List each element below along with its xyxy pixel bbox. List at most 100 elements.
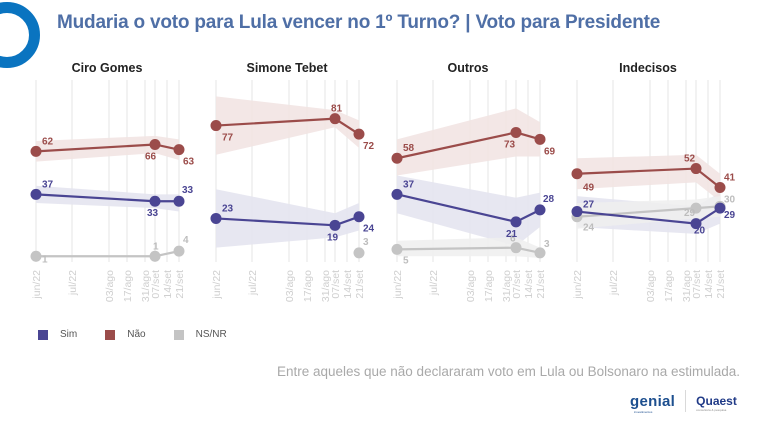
legend-item-nao: Não — [105, 329, 146, 340]
page-title: Mudaria o voto para Lula vencer no 1º Tu… — [57, 12, 661, 33]
x-tick-label: 31/ago — [501, 270, 513, 302]
data-point-nsnr — [30, 250, 42, 262]
data-label-nao: 41 — [724, 172, 736, 183]
legend-item-nsnr: NS/NR — [173, 329, 227, 340]
data-label-nsnr: 1 — [42, 254, 48, 265]
x-tick-label: 03/ago — [284, 270, 296, 302]
data-label-sim: 28 — [543, 194, 555, 205]
data-label-nao: 58 — [403, 143, 415, 154]
quaest-logo-text: Quaest — [696, 394, 737, 408]
data-point-nao — [329, 113, 341, 125]
data-label-sim: 27 — [583, 200, 595, 211]
data-label-nao: 73 — [504, 139, 516, 150]
x-tick-label: 21/set — [535, 270, 547, 299]
x-tick-label: jul/22 — [67, 270, 79, 296]
data-point-sim — [353, 211, 365, 223]
x-tick-label: 07/set — [691, 270, 703, 299]
confidence-band-sim — [216, 189, 359, 248]
data-label-nao: 77 — [222, 133, 234, 144]
x-tick-label: jul/22 — [608, 270, 620, 296]
data-point-sim — [571, 206, 583, 218]
data-point-nao — [391, 152, 403, 164]
data-point-nao — [210, 120, 222, 132]
data-point-sim — [30, 188, 42, 200]
data-label-sim: 19 — [327, 232, 339, 243]
data-point-sim — [690, 218, 702, 230]
data-label-sim: 23 — [222, 203, 234, 214]
x-tick-label: 14/set — [703, 270, 715, 299]
x-tick-label: 17/ago — [483, 270, 495, 302]
data-point-sim — [149, 195, 161, 207]
panel-title: Indecisos — [619, 61, 677, 75]
x-tick-label: jun/22 — [211, 270, 223, 300]
data-label-nsnr: 29 — [684, 208, 696, 219]
footnote: Entre aqueles que não declararam voto em… — [276, 364, 740, 379]
data-point-nsnr — [173, 245, 185, 257]
panel-title: Outros — [448, 61, 489, 75]
data-point-nsnr — [149, 250, 161, 262]
x-tick-label: 03/ago — [465, 270, 477, 302]
x-tick-label: jul/22 — [247, 270, 259, 296]
x-tick-label: 14/set — [523, 270, 535, 299]
data-point-sim — [329, 219, 341, 231]
data-label-nao: 72 — [363, 141, 375, 152]
data-point-nsnr — [391, 243, 403, 255]
legend-label-nsnr: NS/NR — [195, 329, 227, 340]
x-tick-label: 03/ago — [104, 270, 116, 302]
data-label-nsnr: 6 — [510, 234, 516, 245]
data-label-nao: 63 — [183, 157, 195, 168]
data-label-nsnr: 4 — [183, 235, 189, 246]
x-tick-label: 21/set — [715, 270, 727, 299]
genial-logo: genial investimentos — [630, 393, 675, 414]
data-label-nao: 81 — [331, 104, 343, 115]
x-tick-label: 17/ago — [302, 270, 314, 302]
panel-outros: Outros jun/22 jul/22 03/ago 17/ago 31/ago07/s… — [391, 61, 556, 302]
data-point-sim — [714, 202, 726, 214]
x-tick-label: 31/ago — [681, 270, 693, 302]
legend-label-sim: Sim — [60, 329, 78, 340]
legend-swatch-sim — [38, 329, 48, 340]
panel-simone-tebet: Simone Tebet jun/22 jul/22 03/ago 17/ago 31/a… — [210, 61, 375, 302]
x-tick-label: 17/ago — [122, 270, 134, 302]
brand-divider — [685, 390, 687, 412]
data-point-sim — [534, 204, 546, 216]
data-point-sim — [391, 188, 403, 200]
data-label-nsnr: 5 — [403, 255, 409, 266]
x-tick-label: 03/ago — [645, 270, 657, 302]
data-point-nao — [510, 126, 522, 138]
data-label-nsnr: 3 — [363, 237, 369, 248]
x-tick-label: 07/set — [150, 270, 162, 299]
x-tick-label: 07/set — [330, 270, 342, 299]
data-label-nsnr: 24 — [583, 223, 595, 234]
legend-swatch-nao — [105, 329, 116, 340]
data-label-sim: 33 — [147, 208, 159, 219]
data-point-sim — [510, 216, 522, 228]
x-tick-label: 14/set — [162, 270, 174, 299]
x-tick-label: 21/set — [354, 270, 366, 299]
data-point-nsnr — [690, 202, 702, 214]
x-tick-label: 31/ago — [320, 270, 332, 302]
legend-item-sim: Sim — [38, 329, 77, 340]
data-label-sim: 33 — [182, 185, 194, 196]
data-point-nao — [690, 163, 702, 175]
data-label-nsnr: 3 — [544, 239, 550, 250]
data-label-sim: 37 — [42, 179, 54, 190]
ring-logo-icon — [0, 2, 40, 68]
data-point-sim — [173, 195, 185, 207]
confidence-band-nao — [216, 96, 359, 155]
legend: Sim Não NS/NR — [38, 329, 255, 340]
confidence-band-nao — [577, 154, 720, 202]
x-tick-label: 07/set — [511, 270, 523, 299]
panel-title: Ciro Gomes — [72, 61, 143, 75]
panel-ciro-gomes: Ciro Gomes jun/22 jul/22 03/ago 17/ago 31/ago… — [30, 61, 195, 302]
x-tick-label: 31/ago — [140, 270, 152, 302]
data-point-nao — [714, 181, 726, 193]
data-label-nao: 62 — [42, 136, 54, 147]
x-tick-label: 14/set — [342, 270, 354, 299]
data-label-sim: 20 — [694, 226, 706, 237]
data-point-sim — [210, 212, 222, 224]
genial-logo-subtext: investimentos — [634, 409, 653, 414]
data-point-nao — [149, 138, 161, 150]
confidence-band-nao — [36, 135, 179, 162]
data-label-nsnr: 30 — [724, 194, 736, 205]
